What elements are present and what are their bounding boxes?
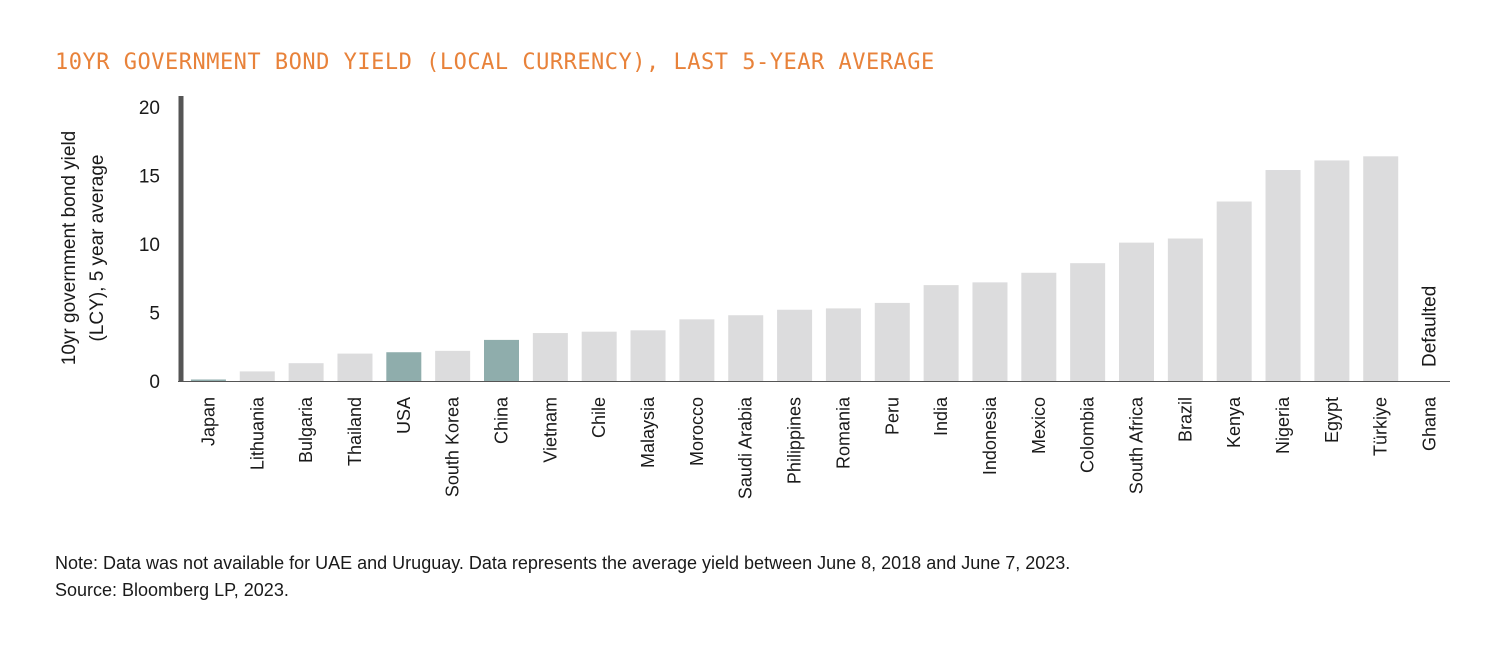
bar — [630, 330, 666, 381]
y-axis-title-line: 10yr government bond yield — [59, 131, 80, 365]
y-axis-title-line: (LCY), 5 year average — [87, 155, 108, 342]
bar — [679, 319, 715, 381]
bar — [923, 285, 959, 381]
y-tick-label: 0 — [149, 372, 160, 393]
annotation-label: Defaulted — [1420, 286, 1441, 367]
bar — [1167, 238, 1203, 381]
bar — [288, 363, 324, 381]
x-tick-label: Lithuania — [247, 396, 267, 470]
x-tick-label: South Africa — [1127, 396, 1147, 494]
bar — [1070, 263, 1106, 381]
x-tick-label: India — [931, 396, 951, 436]
x-tick-label: Peru — [882, 397, 902, 435]
bar — [239, 371, 275, 381]
x-tick-label: Ghana — [1420, 396, 1440, 451]
bar — [435, 350, 471, 381]
chart-title: 10YR GOVERNMENT BOND YIELD (LOCAL CURREN… — [55, 50, 935, 75]
x-tick-label: Egypt — [1322, 397, 1342, 443]
x-tick-label: Vietnam — [540, 397, 560, 463]
source-line: Source: Bloomberg LP, 2023. — [55, 580, 289, 600]
x-tick-label: Brazil — [1175, 397, 1195, 442]
bar — [190, 379, 226, 381]
x-tick-label: Thailand — [345, 397, 365, 466]
bar — [728, 315, 764, 381]
bar — [386, 352, 422, 381]
x-tick-label: Indonesia — [980, 396, 1000, 475]
x-tick-label: Chile — [589, 397, 609, 438]
y-tick-label: 15 — [139, 167, 160, 188]
note-line: Note: Data was not available for UAE and… — [55, 553, 1071, 573]
x-tick-label: Colombia — [1078, 396, 1098, 473]
x-tick-label: China — [492, 396, 512, 444]
x-tick-label: Bulgaria — [296, 396, 316, 463]
y-tick-label: 20 — [139, 98, 160, 119]
bar — [1119, 242, 1154, 381]
x-tick-label: Malaysia — [638, 396, 658, 468]
x-tick-label: Morocco — [687, 397, 707, 466]
bar — [1265, 170, 1301, 381]
x-tick-label: Romania — [833, 396, 853, 469]
y-tick-label: 5 — [149, 304, 160, 325]
annotations: Defaulted — [1420, 286, 1441, 367]
bar — [1314, 160, 1350, 381]
y-axis-title: 10yr government bond yield (LCY), 5 year … — [59, 131, 108, 365]
y-axis-ticks: 0 5 10 15 20 — [139, 98, 160, 393]
x-tick-label: Türkiye — [1371, 397, 1391, 456]
bar — [484, 339, 519, 381]
bars — [190, 156, 1399, 381]
bar — [874, 302, 910, 381]
x-tick-label: Nigeria — [1273, 396, 1293, 454]
bar — [777, 309, 813, 381]
x-tick-label: Japan — [198, 397, 218, 446]
bar — [1216, 201, 1252, 381]
x-tick-label: Saudi Arabia — [736, 396, 756, 499]
chart-note: Note: Data was not available for UAE and… — [55, 550, 1070, 604]
x-tick-label: Kenya — [1224, 396, 1244, 448]
bar — [1021, 272, 1057, 381]
bar — [581, 331, 617, 381]
bar — [532, 333, 568, 381]
x-tick-label: South Korea — [443, 396, 463, 497]
x-tick-label: Philippines — [785, 397, 805, 484]
bar — [1363, 156, 1399, 381]
bar — [825, 308, 861, 381]
y-tick-label: 10 — [139, 235, 160, 256]
x-tick-label: USA — [394, 397, 414, 434]
bar — [337, 353, 373, 381]
x-tick-label: Mexico — [1029, 397, 1049, 454]
x-axis-labels: Japan Lithuania Bulgaria Thailand USA South K… — [198, 396, 1439, 499]
bar — [972, 282, 1008, 381]
